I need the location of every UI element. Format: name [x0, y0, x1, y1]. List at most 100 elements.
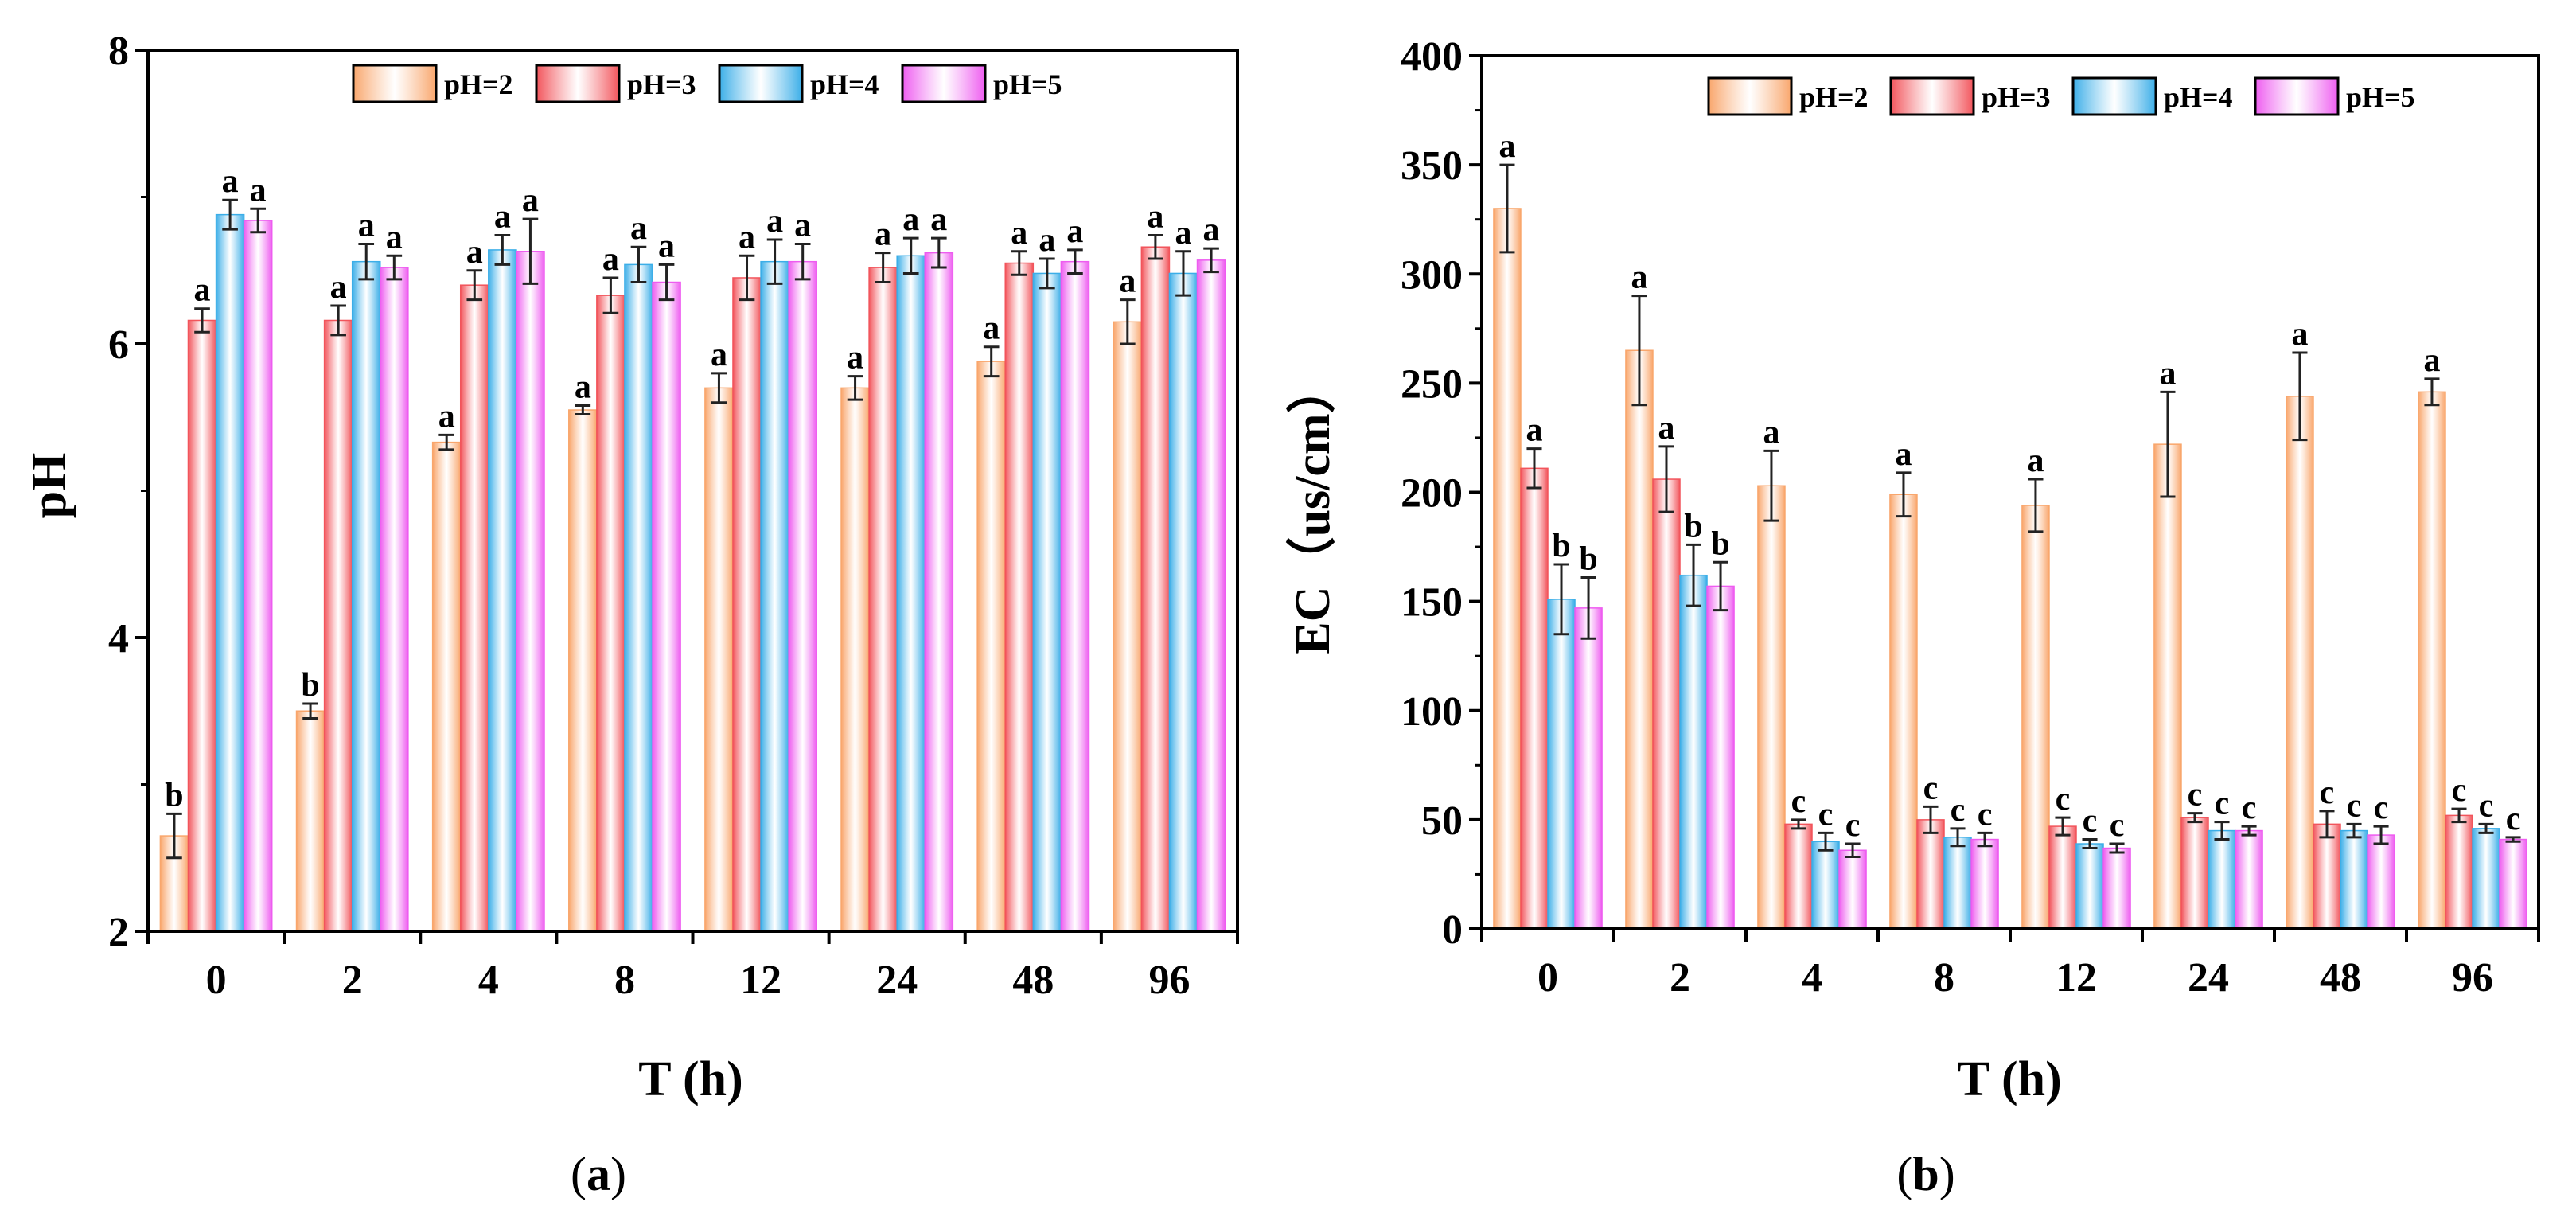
- legend-item-pH3: pH=3: [535, 64, 696, 103]
- error-bar: [1175, 250, 1191, 297]
- error-bar: [2109, 842, 2125, 854]
- significance-label: a: [1175, 215, 1191, 252]
- bar-pH3-t96: [2445, 814, 2473, 930]
- error-bar: [222, 198, 238, 231]
- error-bar: [2160, 390, 2176, 498]
- legend-label: pH=2: [1799, 81, 1869, 113]
- significance-label: c: [1978, 796, 1993, 833]
- significance-label: a: [522, 182, 539, 219]
- error-bar: [250, 207, 267, 234]
- bar-pH3-t8: [1916, 819, 1945, 930]
- y-tick-label: 6: [108, 322, 129, 368]
- bar-pH2-t12: [2021, 505, 2050, 930]
- significance-label: b: [1552, 528, 1570, 564]
- error-bars-group: [1499, 163, 2521, 858]
- bar-pH2-t2: [295, 710, 325, 932]
- x-tick-label: 8: [1934, 955, 1954, 1001]
- bar-pH3-t24: [2180, 817, 2209, 930]
- significance-label: b: [165, 777, 183, 813]
- bar-pH4-t8: [1943, 837, 1972, 930]
- significance-label: a: [222, 163, 239, 200]
- error-bar: [1011, 250, 1027, 276]
- legend-item-pH5: pH=5: [901, 64, 1062, 103]
- bar-pH3-t48: [1004, 262, 1035, 932]
- bar-pH2-t4: [1757, 485, 1786, 930]
- legend-swatch: [2254, 76, 2340, 116]
- error-bar: [1686, 543, 1701, 607]
- bar-pH2-t24: [840, 387, 870, 932]
- x-tick-label: 0: [1537, 955, 1558, 1001]
- significance-label: a: [1039, 222, 1055, 259]
- bar-pH4-t2: [351, 260, 381, 932]
- y-tick-label: 0: [1442, 907, 1463, 953]
- significance-label: a: [1119, 263, 1136, 300]
- x-tick-label: 2: [1670, 955, 1690, 1001]
- error-bar: [875, 252, 891, 284]
- x-axis-title: T (h): [1957, 1052, 2062, 1106]
- error-bar: [1119, 298, 1136, 345]
- bar-pH4-t48: [2340, 829, 2368, 930]
- error-bar: [1580, 575, 1596, 640]
- significance-label: c: [2056, 781, 2071, 817]
- panel-letter-a: a: [587, 1148, 610, 1200]
- y-tick-label: 150: [1401, 580, 1463, 626]
- error-bar: [2214, 821, 2230, 841]
- significance-label: c: [2215, 786, 2230, 822]
- error-bar: [1763, 449, 1779, 522]
- error-bar: [575, 404, 591, 416]
- error-bar: [302, 702, 318, 720]
- significance-label: a: [1498, 128, 1515, 165]
- error-bar: [1526, 447, 1542, 490]
- significance-label: c: [2479, 787, 2494, 824]
- bar-pH5-t12: [2102, 847, 2131, 930]
- bar-pH4-t24: [2208, 829, 2236, 930]
- legend-item-pH5: pH=5: [2254, 76, 2415, 116]
- x-tick-label: 0: [206, 958, 227, 1003]
- significance-label: c: [2347, 787, 2362, 824]
- y-tick-label: 100: [1401, 689, 1463, 735]
- y-tick-label: 350: [1401, 143, 1463, 189]
- bar-pH5-t4: [1838, 849, 1867, 930]
- error-bar: [902, 236, 919, 275]
- significance-label: a: [194, 272, 211, 309]
- x-tick-label: 2: [342, 958, 363, 1003]
- bar-pH3-t2: [323, 319, 353, 932]
- significance-label: a: [1631, 259, 1647, 296]
- significance-label: a: [2027, 443, 2044, 479]
- x-tick-label: 4: [478, 958, 499, 1003]
- bar-pH5-t2: [1706, 585, 1735, 930]
- error-bar: [466, 269, 483, 302]
- significance-label: a: [983, 310, 1000, 347]
- bar-pH2-t0: [1493, 208, 1522, 930]
- y-tick-label: 250: [1401, 361, 1463, 407]
- error-bar: [1950, 827, 1966, 848]
- legend-item-pH4: pH=4: [718, 64, 879, 103]
- panel-letter-b: b: [1912, 1148, 1939, 1200]
- significance-label: a: [1526, 412, 1542, 449]
- panel-label-b: (b): [1896, 1148, 1954, 1200]
- significance-label: a: [930, 201, 947, 238]
- significance-label: c: [1845, 807, 1861, 844]
- bar-pH3-t4: [459, 284, 489, 932]
- significance-label: a: [1147, 198, 1163, 235]
- y-tick-label: 200: [1401, 471, 1463, 517]
- bar-pH5-t4: [516, 251, 545, 932]
- significance-label: a: [875, 217, 891, 253]
- significance-label: c: [1818, 796, 1834, 833]
- y-tick-label: 4: [108, 616, 129, 661]
- bar-pH3-t12: [2048, 825, 2077, 930]
- legend-item-pH3: pH=3: [1889, 76, 2051, 116]
- error-bar: [494, 233, 511, 266]
- significance-label: b: [301, 667, 319, 704]
- significance-label: b: [1579, 540, 1597, 577]
- bar-pH2-t12: [704, 387, 734, 932]
- error-bar: [2424, 377, 2440, 407]
- bar-pH4-t96: [1168, 272, 1198, 932]
- bar-pH4-t12: [2075, 843, 2104, 930]
- error-bar: [983, 345, 1000, 378]
- significance-label: a: [386, 219, 403, 256]
- bar-pH3-t0: [187, 319, 217, 932]
- y-tick-label: 300: [1401, 252, 1463, 298]
